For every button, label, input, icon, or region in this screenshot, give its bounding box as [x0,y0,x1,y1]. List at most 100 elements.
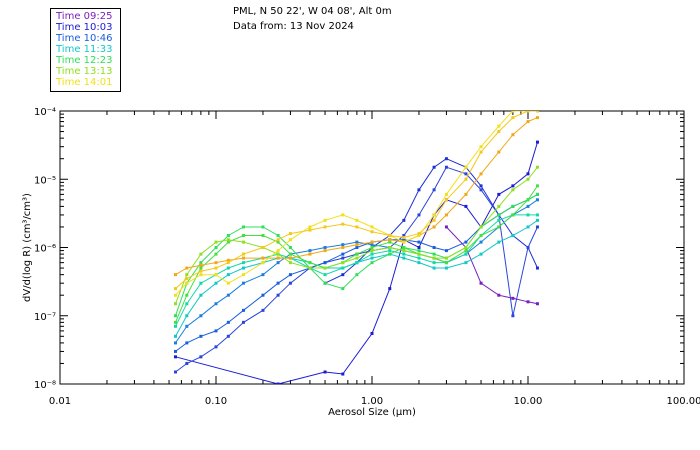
data-point [308,252,312,256]
data-point [323,246,327,249]
data-point [432,188,436,192]
data-point [226,281,230,285]
data-point [226,240,230,244]
data-point [497,213,501,217]
data-point [199,334,203,338]
data-point [479,233,483,237]
data-point [370,230,374,234]
x-tick-label: 1.00 [361,396,383,407]
data-point [185,302,189,306]
data-point [185,341,189,345]
x-tick-label: 10.00 [514,396,543,407]
data-point [276,238,280,242]
data-point [388,238,392,242]
data-point [479,281,483,285]
data-point [388,233,392,237]
data-point [526,225,530,229]
data-point [341,287,345,291]
data-point [432,165,436,169]
data-point [497,204,501,208]
data-point [173,293,177,297]
data-point [370,225,374,229]
data-point [464,240,468,244]
data-point [355,273,359,277]
data-point [479,240,483,244]
data-point [497,218,501,222]
x-tick-label: 0.01 [49,396,71,407]
data-point [214,329,218,333]
data-point [402,249,406,253]
x-tick-label: 0.10 [205,396,227,407]
data-point [261,233,265,237]
data-point [288,238,292,242]
data-point [535,213,539,217]
data-point [511,188,515,192]
data-point [323,261,327,265]
data-point [241,233,245,237]
data-point [511,116,515,120]
data-point [241,320,245,324]
data-point [226,238,230,242]
series-line [175,166,538,373]
data-point [511,111,515,113]
data-point [417,213,421,217]
data-point [370,249,374,253]
data-point [417,249,421,253]
data-point [355,218,359,222]
data-point [432,218,436,222]
data-point [173,370,177,374]
data-point [388,240,392,244]
data-point [444,198,448,202]
data-point [199,266,203,270]
data-point [444,157,448,161]
data-point [444,249,448,253]
data-point [497,192,501,196]
data-point [214,302,218,306]
data-point [288,273,292,277]
data-point [417,261,421,265]
data-point [323,370,327,374]
data-point [464,246,468,249]
data-point [388,287,392,291]
data-point [288,261,292,265]
data-point [511,233,515,237]
data-point [497,225,501,229]
data-point [288,252,292,256]
data-point [199,252,203,256]
data-point [526,213,530,217]
data-point [276,240,280,244]
data-point [226,258,230,262]
data-point [199,355,203,359]
data-point [535,192,539,196]
data-point [370,252,374,256]
data-point [173,314,177,318]
data-point [526,111,530,113]
series-line [175,117,538,276]
data-point [432,213,436,217]
data-point [511,314,515,318]
data-point [199,281,203,285]
data-point [288,281,292,285]
data-point [479,184,483,188]
data-point [511,204,515,208]
data-point [261,308,265,312]
y-tick-label: 10⁻⁵ [34,175,56,186]
data-point [214,281,218,285]
data-point [355,240,359,244]
data-point [173,287,177,291]
data-point [261,256,265,260]
y-tick-label: 10⁻⁸ [34,380,56,391]
data-point [323,218,327,222]
data-point [276,256,280,260]
data-point [185,293,189,297]
data-point [511,133,515,137]
data-point [288,232,292,236]
legend-entry: Time 10:46 [56,33,113,44]
data-point [432,256,436,260]
data-point [464,261,468,265]
data-point [276,293,280,297]
data-point [241,256,245,260]
data-point [370,261,374,265]
data-point [261,225,265,229]
data-point [535,184,539,188]
